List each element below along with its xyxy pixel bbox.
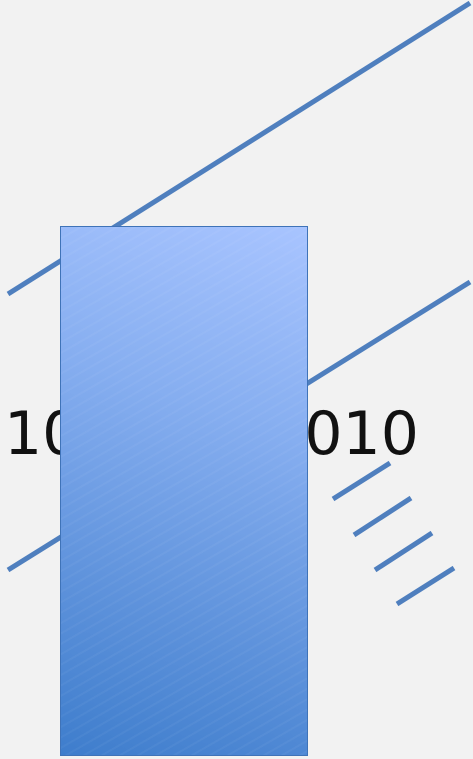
blue-gradient-block bbox=[60, 226, 308, 756]
hatch-mark-1 bbox=[331, 460, 392, 502]
hatch-mark-2 bbox=[352, 495, 413, 538]
bit-sequence-right: 010 bbox=[304, 399, 419, 469]
hatch-mark-3 bbox=[373, 530, 434, 573]
hatch-mark-4 bbox=[395, 565, 456, 607]
